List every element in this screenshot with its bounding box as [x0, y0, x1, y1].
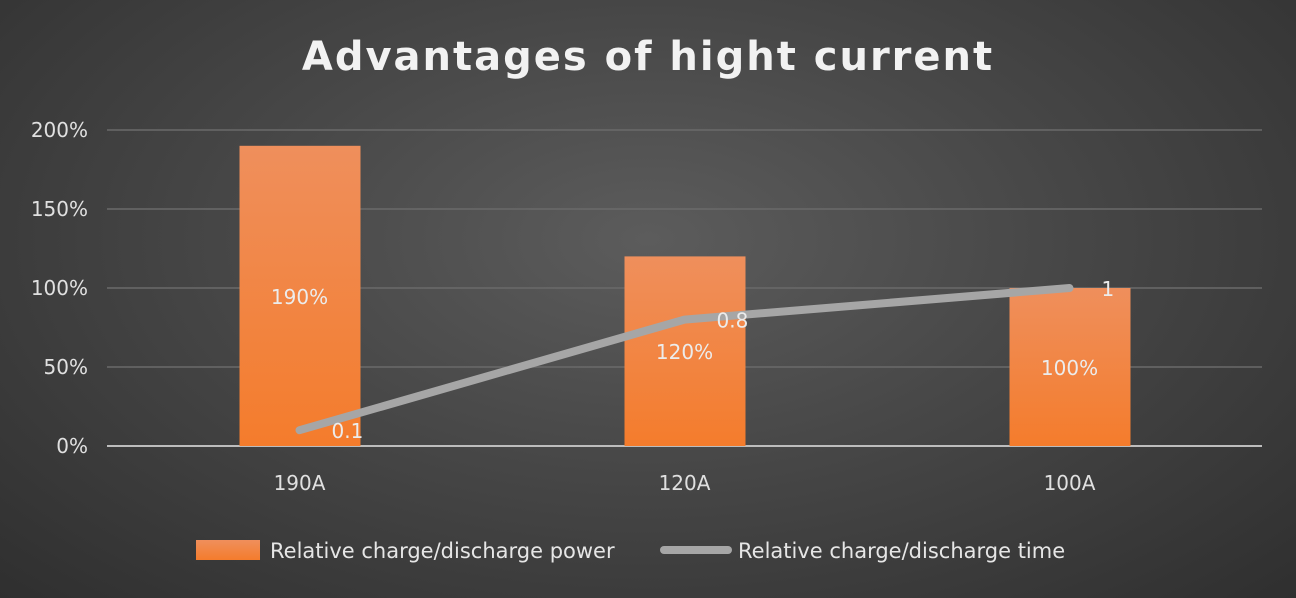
legend-bar-label: Relative charge/discharge power [270, 539, 615, 563]
chart-title: Advantages of hight current [302, 34, 994, 80]
x-tick-label: 100A [1044, 471, 1096, 495]
legend-line-label: Relative charge/discharge time [738, 539, 1065, 563]
line-data-label: 0.8 [717, 309, 749, 333]
line-point [298, 429, 301, 432]
bar-data-label: 100% [1041, 356, 1098, 380]
line-data-label: 1 [1102, 277, 1115, 301]
line-data-label: 0.1 [332, 419, 364, 443]
line-point [683, 318, 686, 321]
x-tick-label: 190A [274, 471, 326, 495]
y-tick-label: 100% [31, 276, 88, 300]
bar-data-label: 190% [271, 285, 328, 309]
line-point [1068, 287, 1071, 289]
bar-data-label: 120% [656, 340, 713, 364]
bar [239, 145, 361, 447]
y-tick-label: 0% [56, 434, 88, 458]
bar [1009, 288, 1131, 446]
legend-bar-swatch [196, 540, 260, 560]
bar [624, 256, 746, 446]
y-tick-label: 150% [31, 197, 88, 221]
y-tick-label: 50% [44, 355, 88, 379]
x-tick-label: 120A [659, 471, 711, 495]
y-tick-label: 200% [31, 118, 88, 142]
legend: Relative charge/discharge power Relative… [196, 539, 1065, 563]
